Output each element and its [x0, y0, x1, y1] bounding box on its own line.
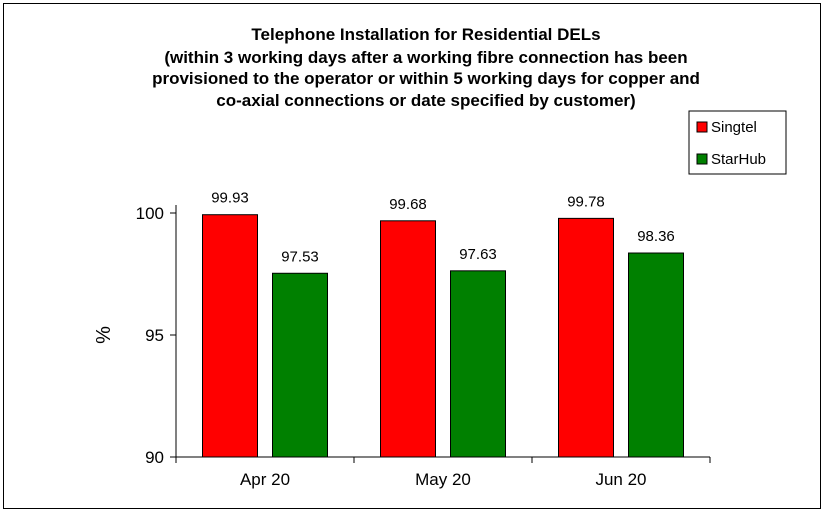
legend-label-starhub: StarHub	[711, 151, 766, 168]
plot-area: 90 95 100 Apr 20 99.93 97.53 May 20 99.68 97.63 J…	[136, 190, 711, 489]
y-tick-label: 95	[145, 326, 164, 345]
chart-title: Telephone Installation for Residential D…	[152, 25, 700, 110]
data-label: 97.53	[281, 248, 319, 265]
bar-singtel-may-20	[380, 220, 436, 458]
y-axis-label: %	[93, 326, 115, 344]
legend-label-singtel: Singtel	[711, 119, 757, 136]
bar-starhub-jun-20	[628, 252, 684, 458]
data-label: 99.78	[567, 193, 605, 210]
legend-swatch-starhub	[696, 153, 708, 165]
x-tick-label: Apr 20	[240, 470, 290, 489]
chart-title-line: provisioned to the operator or within 5 …	[152, 69, 700, 88]
chart-title-line: co-axial connections or date specified b…	[216, 91, 635, 110]
x-tick-label: Jun 20	[595, 470, 646, 489]
x-tick-label: May 20	[415, 470, 471, 489]
bar-singtel-apr-20	[202, 214, 258, 458]
legend: Singtel StarHub	[688, 110, 787, 175]
data-label: 99.93	[211, 190, 249, 207]
data-label: 99.68	[389, 196, 427, 213]
legend-swatch-singtel	[696, 121, 708, 133]
chart-title-line: Telephone Installation for Residential D…	[251, 25, 600, 44]
bar-starhub-apr-20	[272, 272, 328, 458]
data-label: 98.36	[637, 228, 675, 245]
bar-singtel-jun-20	[558, 217, 614, 458]
y-tick-label: 90	[145, 448, 164, 467]
chart-title-line: (within 3 working days after a working f…	[164, 48, 687, 67]
bar-starhub-may-20	[450, 270, 506, 458]
data-label: 97.63	[459, 246, 497, 263]
y-tick-label: 100	[136, 204, 164, 223]
